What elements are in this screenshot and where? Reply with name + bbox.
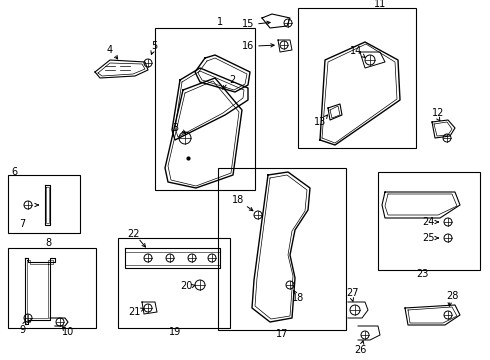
Text: 13: 13 — [314, 117, 326, 127]
Bar — [378, 172, 480, 270]
Text: 23: 23 — [416, 269, 428, 279]
Text: 22: 22 — [127, 229, 139, 239]
Text: 2: 2 — [229, 75, 235, 85]
Text: 20: 20 — [180, 281, 192, 291]
Text: 26: 26 — [354, 345, 366, 355]
Bar — [298, 8, 416, 148]
Text: 17: 17 — [276, 329, 288, 339]
Text: 19: 19 — [169, 327, 181, 337]
Text: 18: 18 — [232, 195, 244, 205]
Text: 24: 24 — [422, 217, 434, 227]
Bar — [8, 248, 96, 328]
Text: 14: 14 — [350, 46, 362, 56]
Text: 5: 5 — [151, 41, 157, 51]
Text: 4: 4 — [107, 45, 113, 55]
Bar — [118, 238, 230, 328]
Text: 25: 25 — [422, 233, 434, 243]
Text: 8: 8 — [45, 238, 51, 248]
Text: 10: 10 — [62, 327, 74, 337]
Text: 1: 1 — [217, 17, 223, 27]
Text: 6: 6 — [11, 167, 17, 177]
Text: 16: 16 — [242, 41, 254, 51]
Text: 28: 28 — [446, 291, 458, 301]
Text: 18: 18 — [292, 293, 304, 303]
Bar — [218, 168, 346, 330]
Text: 27: 27 — [346, 288, 358, 298]
Bar — [8, 175, 80, 233]
Text: 21: 21 — [128, 307, 140, 317]
Text: 12: 12 — [432, 108, 444, 118]
Text: 15: 15 — [242, 19, 254, 29]
Text: 3: 3 — [172, 123, 178, 133]
Text: 9: 9 — [19, 325, 25, 335]
Bar — [155, 28, 255, 190]
Text: 11: 11 — [374, 0, 386, 9]
Text: 7: 7 — [19, 219, 25, 229]
